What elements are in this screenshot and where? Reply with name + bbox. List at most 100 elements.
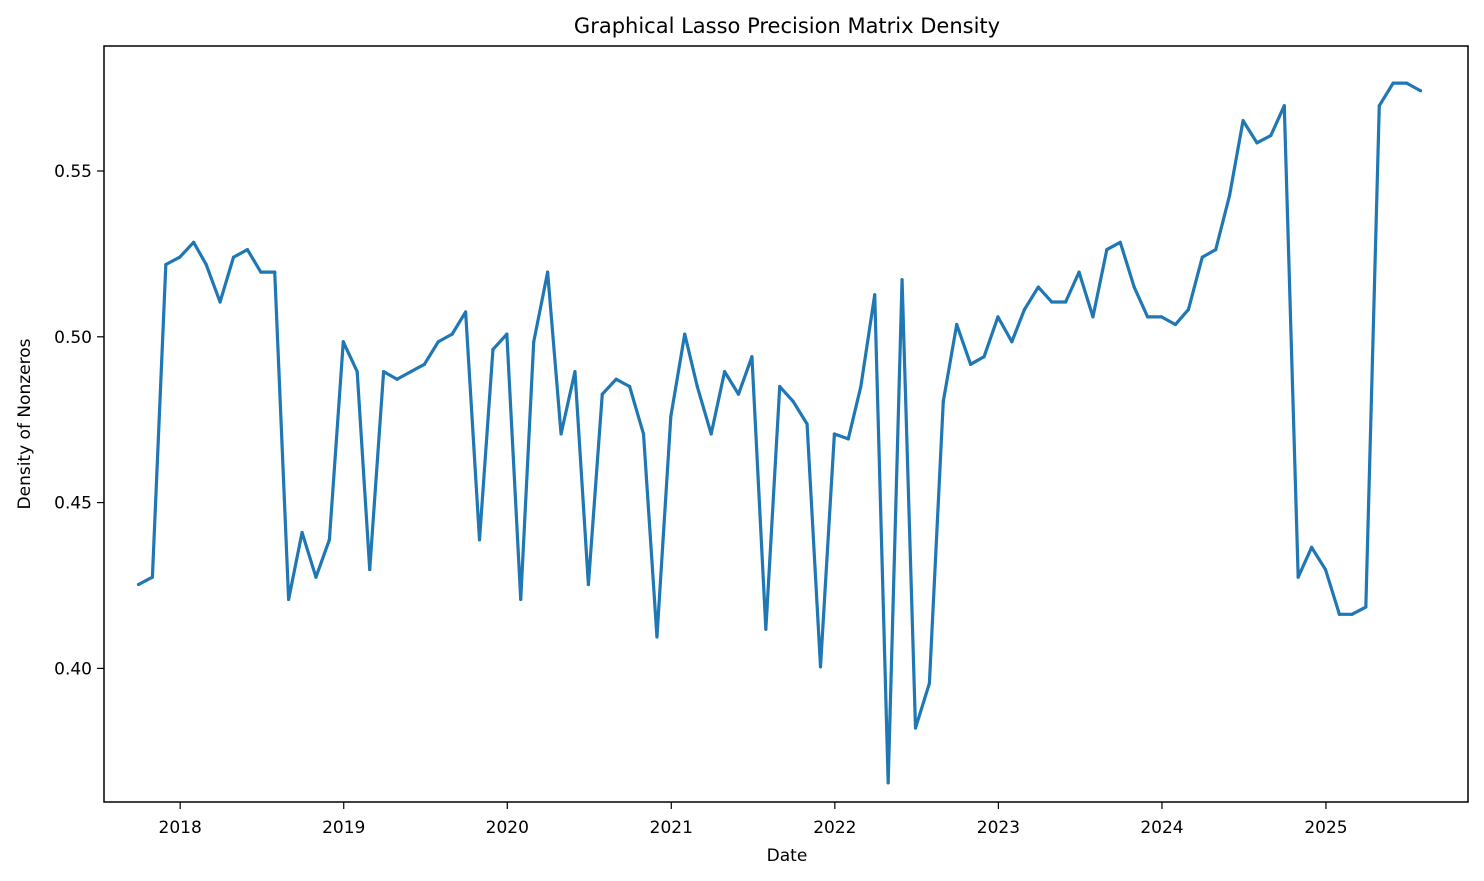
data-point (1296, 575, 1300, 579)
data-point (886, 781, 890, 785)
data-point (1186, 308, 1190, 312)
data-point (355, 370, 359, 374)
data-point (532, 340, 536, 344)
data-point (1173, 322, 1177, 327)
data-point (1010, 340, 1014, 344)
data-point (764, 627, 768, 631)
data-point (614, 377, 618, 381)
data-point (273, 270, 277, 274)
data-point (723, 370, 727, 374)
x-tick-label: 2025 (1304, 818, 1347, 838)
plot-frame (103, 45, 1469, 803)
x-axis: 2018 2019 2020 2021 2022 2023 2024 2025 (159, 802, 1348, 838)
data-point (641, 432, 646, 436)
data-point (1228, 193, 1232, 197)
data-point (314, 575, 318, 579)
data-point (450, 332, 454, 336)
data-point (736, 392, 741, 396)
data-point (1323, 567, 1328, 572)
data-point (846, 437, 850, 441)
data-point (996, 315, 1000, 319)
data-point (259, 270, 263, 274)
x-tick-label: 2018 (159, 818, 202, 838)
data-point (287, 597, 291, 602)
data-point (1146, 315, 1150, 319)
data-point (1418, 89, 1423, 93)
data-point (178, 255, 182, 259)
data-point (1241, 119, 1245, 123)
data-point (1405, 81, 1409, 85)
x-axis-label: Date (767, 846, 808, 866)
data-point (913, 726, 918, 730)
data-point (204, 262, 208, 267)
plot-area: 0.40 0.45 0.50 0.55 2018 2019 2020 2021 2022 202… (54, 45, 1469, 838)
data-point (859, 384, 863, 389)
data-point (1364, 605, 1368, 609)
data-point (1214, 247, 1218, 252)
data-point (218, 300, 222, 304)
data-point (1050, 300, 1054, 304)
data-point (655, 635, 659, 639)
data-point (1118, 240, 1122, 244)
data-point (1377, 104, 1381, 108)
data-point (300, 530, 304, 535)
x-tick-label: 2019 (322, 818, 365, 838)
data-point (1022, 308, 1026, 312)
data-point (791, 399, 795, 404)
data-point (573, 370, 577, 374)
data-point (231, 255, 236, 259)
data-point (927, 681, 931, 685)
data-point (1269, 133, 1273, 138)
data-point (778, 384, 782, 389)
data-point (245, 247, 249, 252)
data-point (709, 432, 713, 436)
chart-title: Graphical Lasso Precision Matrix Density (574, 14, 1000, 38)
x-tick-label: 2024 (1140, 818, 1183, 838)
y-axis-label: Density of Nonzeros (15, 338, 35, 509)
data-point (586, 582, 590, 587)
data-point (832, 432, 836, 436)
data-point (873, 293, 877, 297)
data-point (1105, 247, 1109, 252)
data-point (955, 322, 959, 327)
data-point (1132, 285, 1136, 289)
data-point (1310, 545, 1314, 549)
data-point (436, 340, 440, 344)
data-point (1391, 81, 1395, 85)
data-point (327, 538, 331, 542)
y-tick-label: 0.45 (54, 494, 92, 514)
data-point (505, 332, 509, 336)
data-point (1282, 104, 1286, 108)
x-tick-label: 2020 (486, 818, 529, 838)
data-point (818, 665, 823, 669)
data-point (1350, 612, 1354, 616)
data-point (1159, 315, 1164, 319)
data-point (683, 332, 687, 336)
series-layer (136, 81, 1423, 785)
data-point (1036, 285, 1040, 289)
data-point (750, 355, 754, 359)
data-point (900, 278, 904, 282)
data-point (422, 362, 426, 366)
data-point (559, 432, 563, 436)
data-point (382, 370, 386, 374)
data-point (395, 377, 399, 381)
data-point (341, 340, 345, 344)
data-point (1337, 612, 1341, 616)
data-point (1064, 300, 1068, 304)
data-point (669, 414, 673, 418)
data-point (695, 384, 699, 389)
data-point (1077, 270, 1081, 274)
data-point (982, 355, 986, 359)
data-point (805, 422, 809, 426)
data-point (368, 567, 372, 572)
data-point (491, 347, 495, 351)
data-point (1200, 255, 1204, 259)
data-point (150, 575, 154, 579)
data-point (477, 538, 482, 542)
data-point (164, 262, 168, 267)
y-axis: 0.40 0.45 0.50 0.55 (54, 162, 104, 679)
x-tick-label: 2021 (650, 818, 693, 838)
data-point (192, 240, 196, 244)
data-point (464, 310, 468, 314)
